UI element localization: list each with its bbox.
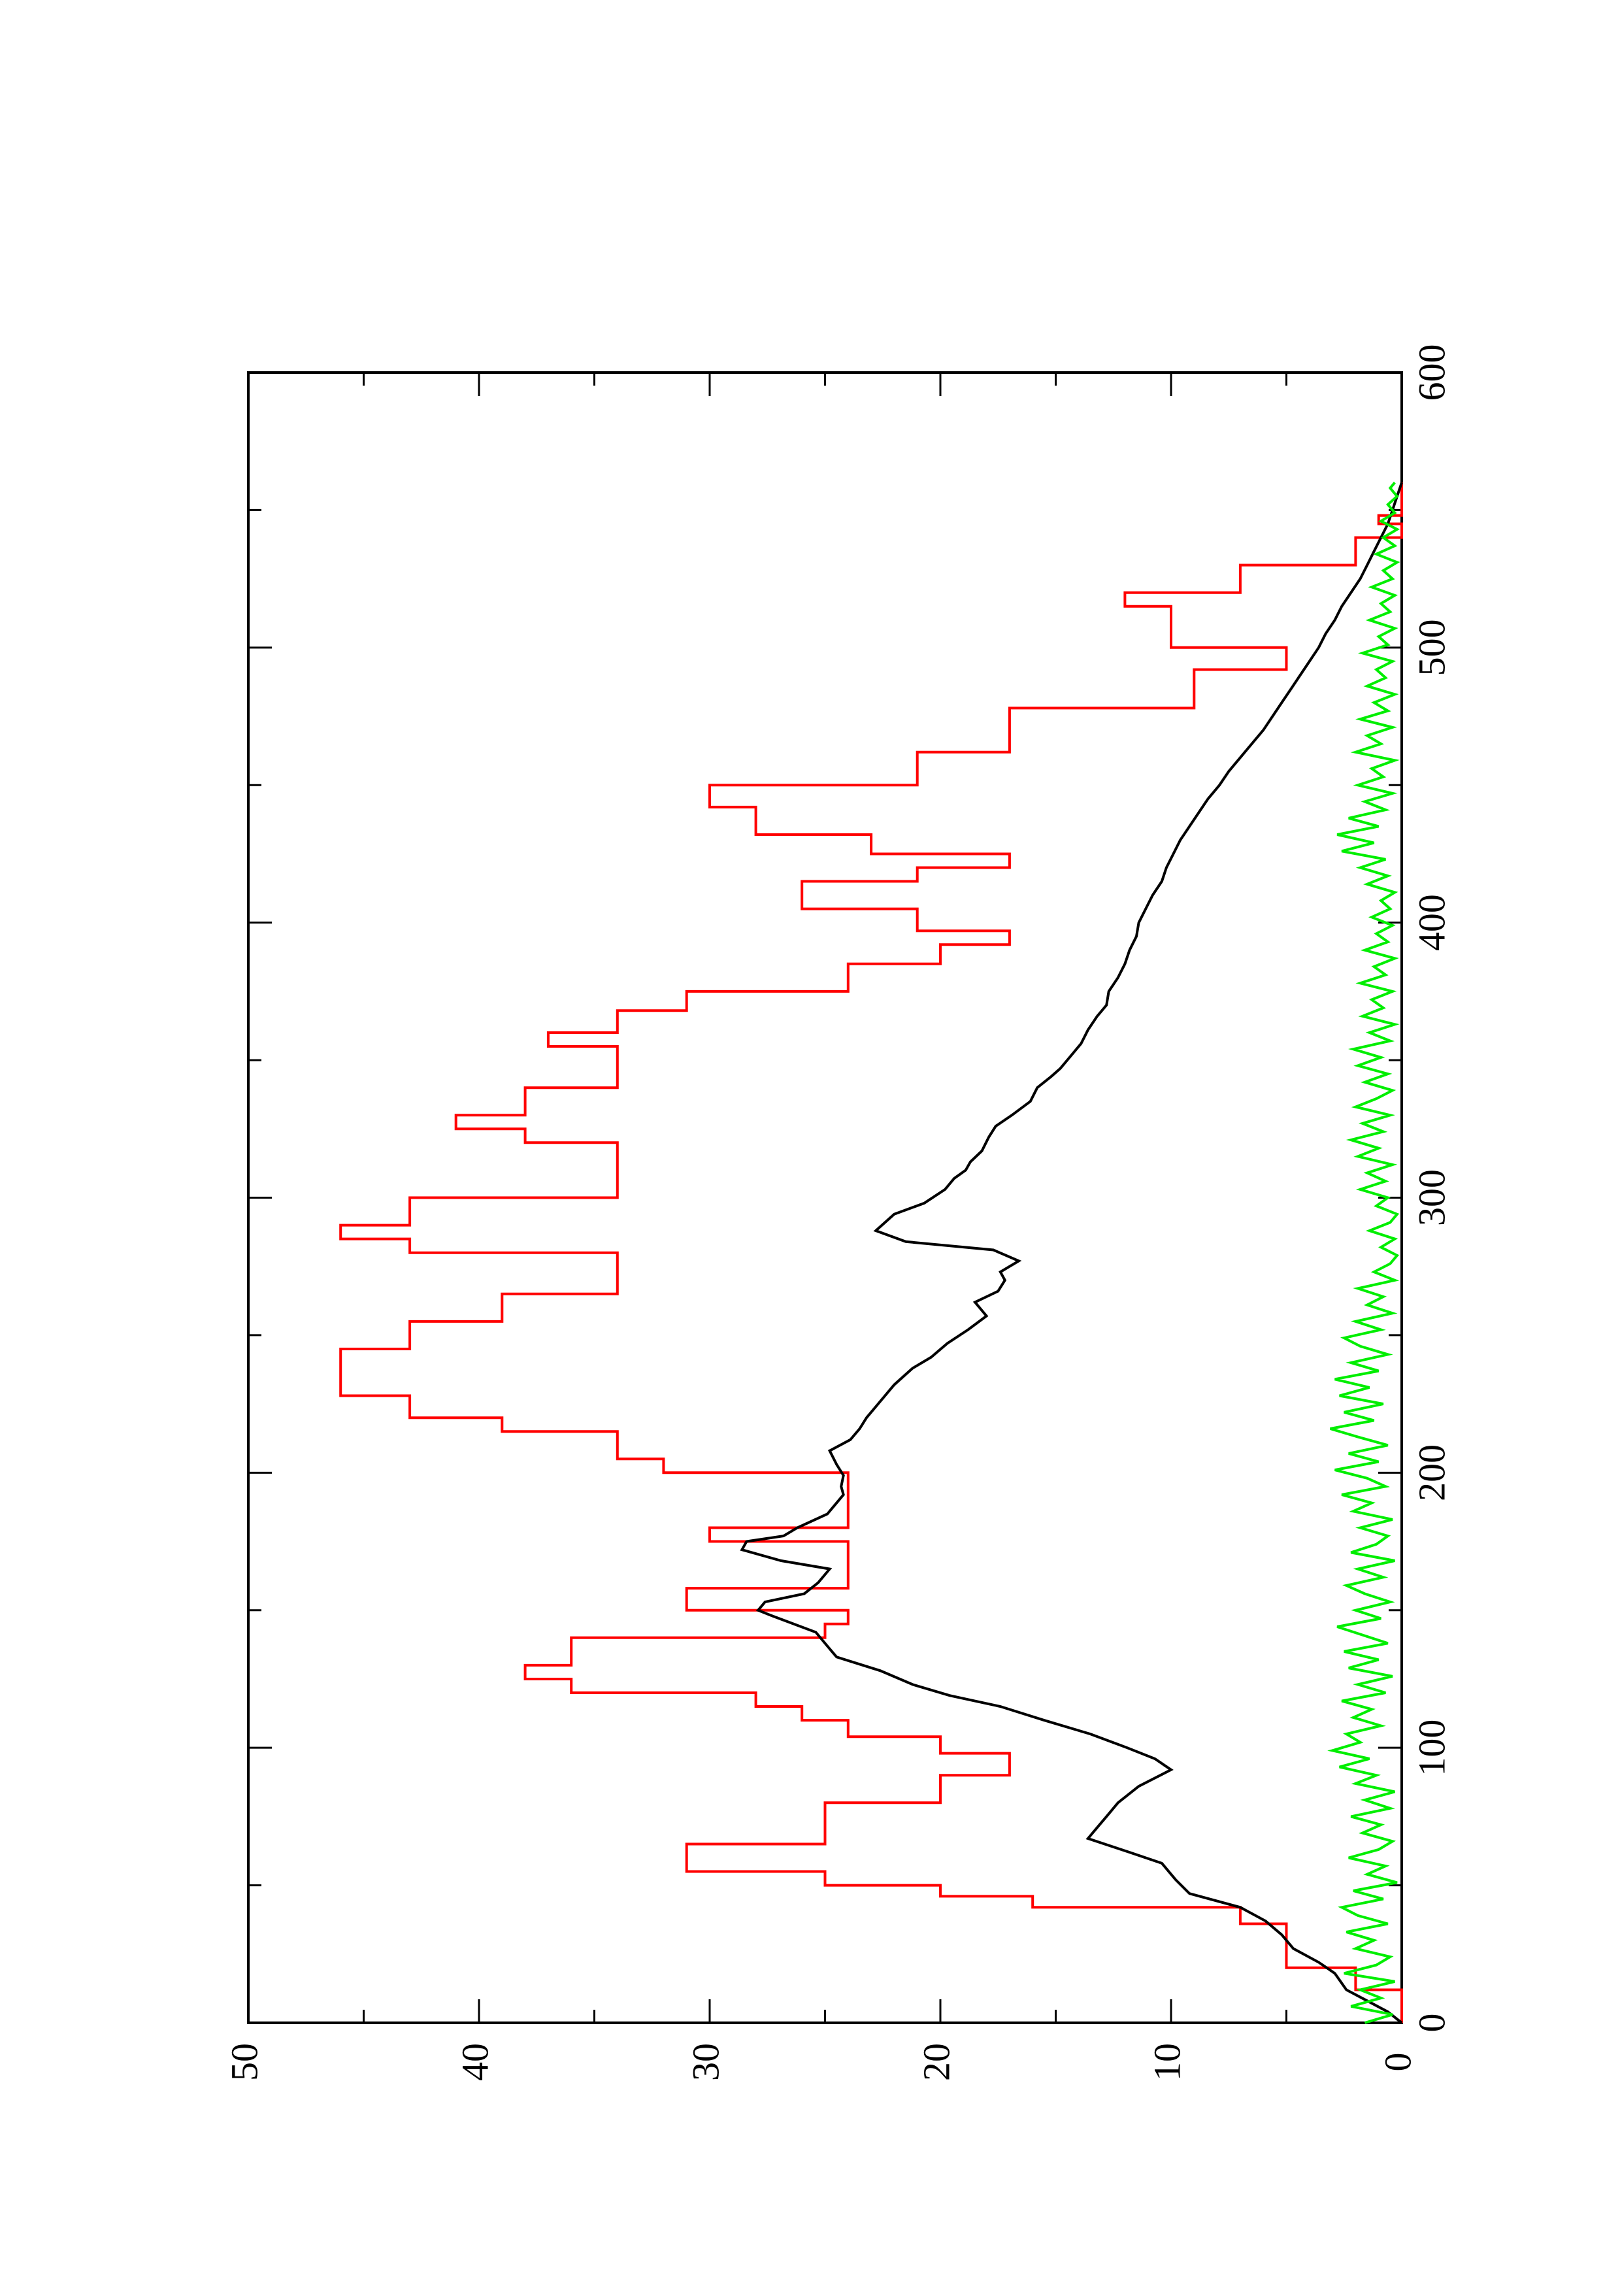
y-tick-label: 40 xyxy=(454,2043,496,2081)
y-tick-label: 10 xyxy=(1146,2043,1188,2081)
x-tick-label: 100 xyxy=(1410,1720,1453,1776)
x-tick-label: 200 xyxy=(1410,1444,1453,1501)
axis-tick-labels: 0 100 200 300 400 500 600 0 10 20 30 40 50 xyxy=(223,344,1453,2082)
y-tick-label: 30 xyxy=(684,2043,727,2081)
series-line-2 xyxy=(1327,482,1400,2024)
series-line-1 xyxy=(740,482,1403,2024)
series-layer xyxy=(339,482,1403,2024)
x-tick-label: 0 xyxy=(1410,2014,1453,2033)
x-tick-label: 500 xyxy=(1410,619,1453,676)
y-tick-label: 0 xyxy=(1376,2053,1419,2072)
x-tick-label: 300 xyxy=(1410,1169,1453,1226)
x-tick-label: 600 xyxy=(1410,344,1453,401)
series-line-0 xyxy=(339,482,1403,2023)
y-tick-label: 50 xyxy=(223,2043,265,2081)
x-tick-label: 400 xyxy=(1410,894,1453,951)
y-tick-label: 20 xyxy=(915,2043,957,2081)
